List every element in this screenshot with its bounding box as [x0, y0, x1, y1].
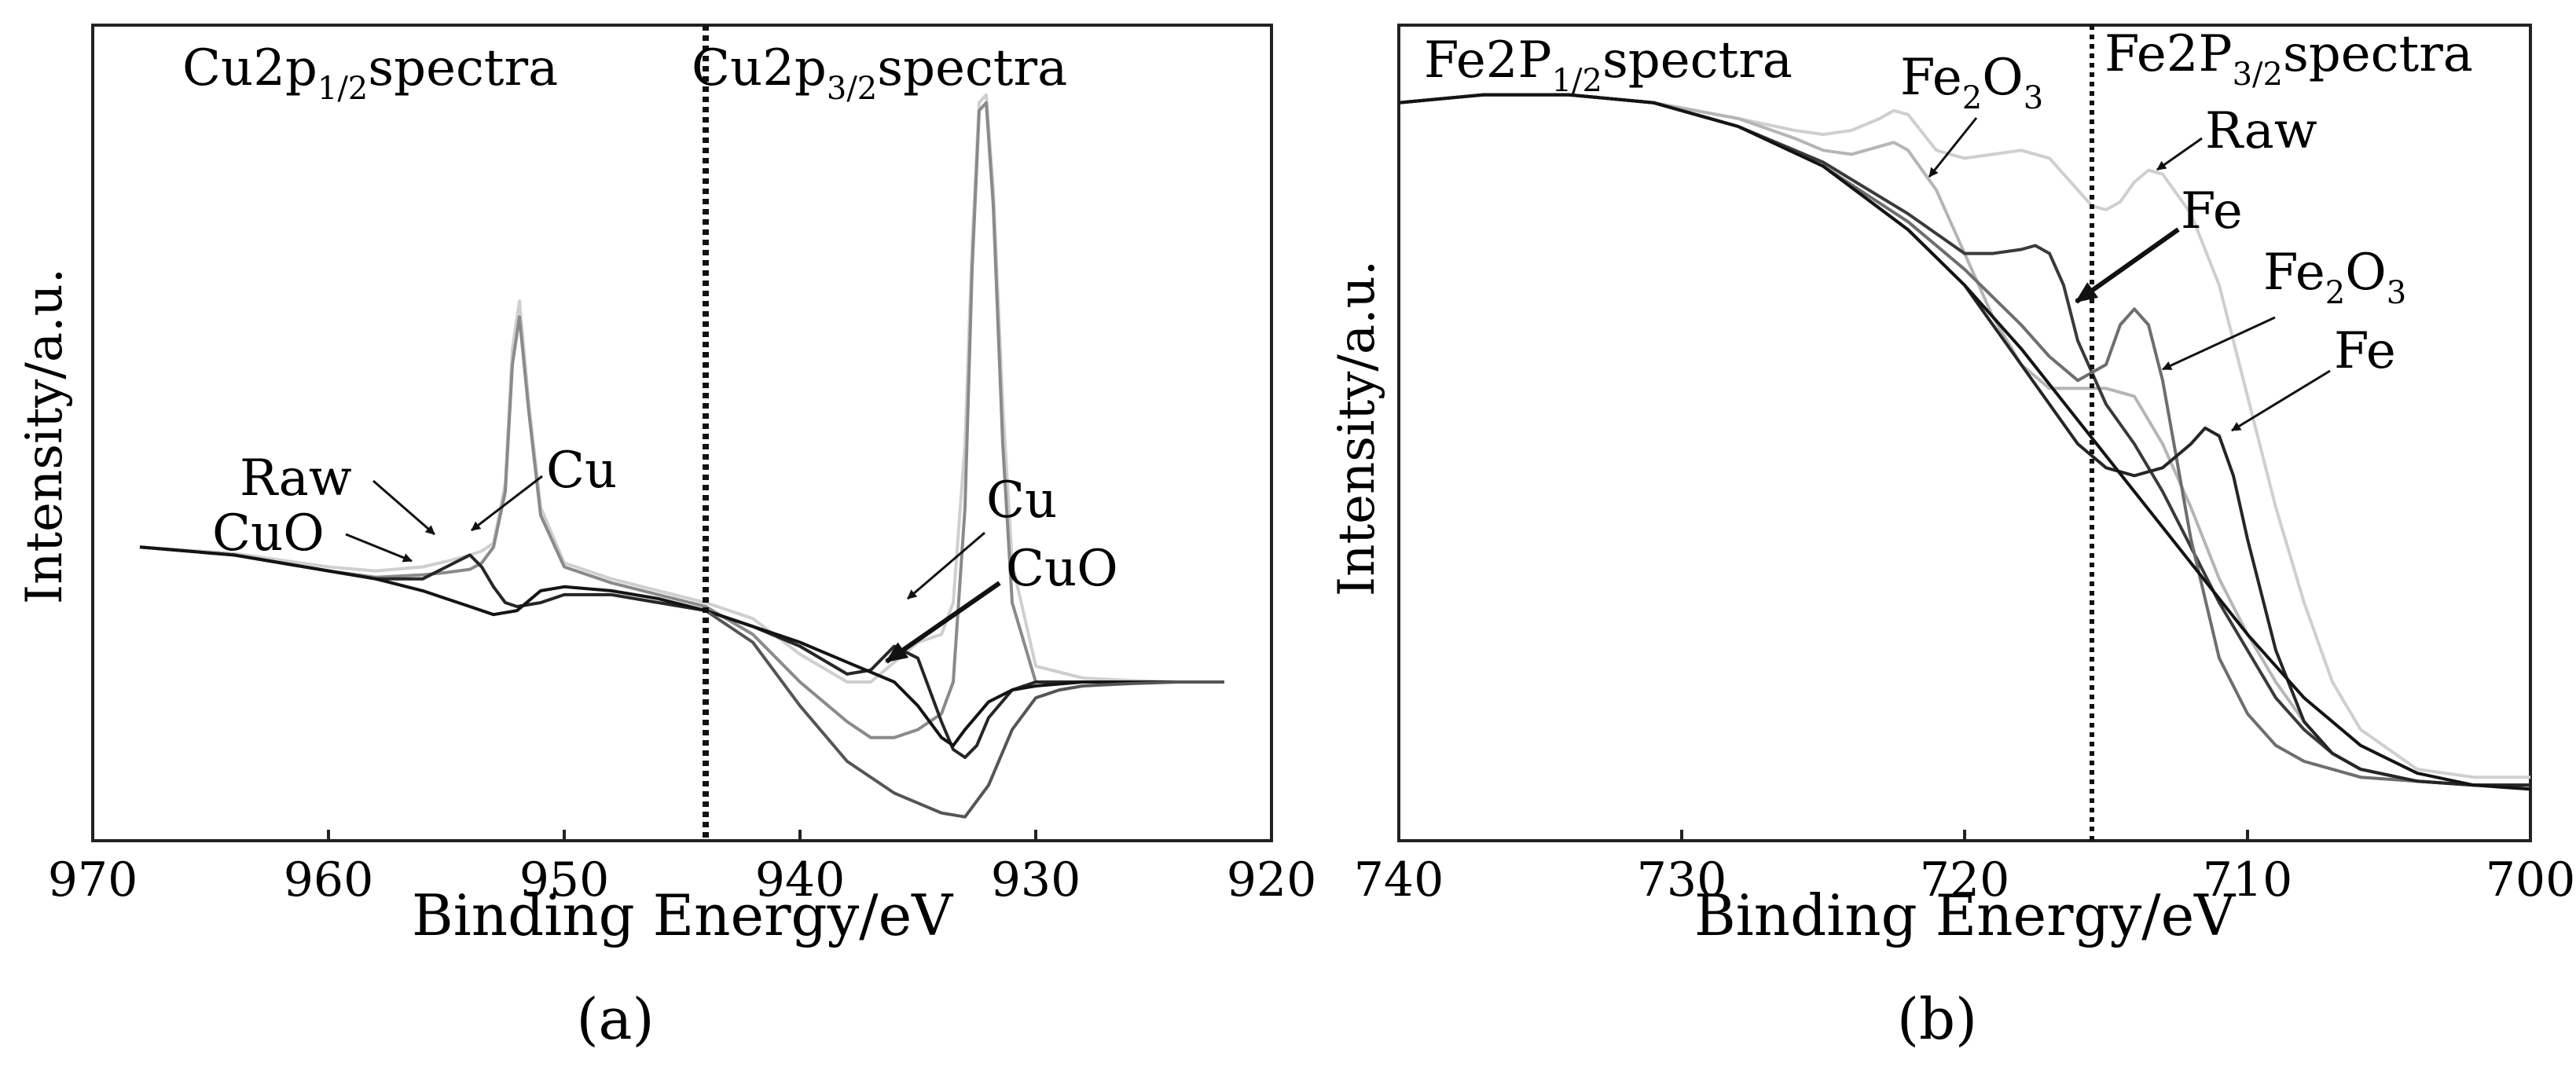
panel-a-label: (a): [576, 986, 654, 1052]
panel-a-y-label: Intensity/a.u.: [16, 268, 74, 604]
x-tick-label: 950: [519, 852, 610, 908]
panel-b-annot-fe2o3-top-c: O: [1982, 49, 2023, 107]
panel-b-arrow-fe-bottom: [2231, 369, 2331, 432]
series-line-background: [139, 545, 1224, 747]
panel-b-annot-fe2o3-right-a: Fe: [2263, 244, 2325, 302]
panel-a-region-right-rest: spectra: [877, 39, 1067, 97]
panel-b-region-right: Fe2P3/2spectra: [2104, 25, 2473, 93]
panel-b-annot-fe2o3-right-d: 3: [2387, 275, 2406, 311]
panel-b-arrow-raw: [2156, 137, 2203, 171]
panel-b-annot-fe2o3-right: Fe2O3: [2263, 244, 2406, 311]
series-line-raw: [1398, 93, 2530, 779]
panel-b-y-label: Intensity/a.u.: [1328, 260, 1386, 596]
panel-a-region-left-sub: 1/2: [317, 71, 368, 107]
panel-b-region-right-sub: 3/2: [2233, 57, 2283, 93]
panel-a-arrow-cu-left: [471, 475, 543, 532]
panel-a-region-left: Cu2p1/2spectra: [182, 39, 558, 107]
x-tick-label: 960: [284, 852, 374, 908]
panel-a-region-right: Cu2p3/2spectra: [692, 39, 1067, 107]
panel-b-region-left: Fe2P1/2spectra: [1424, 31, 1793, 99]
panel-b-annot-fe2o3-top-b: 2: [1962, 80, 1982, 116]
x-tick-label: 970: [48, 852, 138, 908]
panel-a-ticks: 970 960 950 940 930 920: [48, 830, 1317, 908]
panel-a: 970 960 950 940 930 920 Cu2p1/2spectra Cu2p3/…: [16, 24, 1317, 1052]
panel-b-region-left-sub: 1/2: [1552, 63, 1602, 99]
panel-a-curves: [139, 93, 1224, 819]
series-line-envelope: [704, 609, 1224, 819]
panel-a-arrow-raw: [372, 479, 435, 536]
series-line-background: [1398, 93, 2531, 791]
series-line-fe-2p1-2: [1398, 93, 2530, 787]
panel-b-x-label: Binding Energy/eV: [1694, 882, 2237, 948]
panel-a-region-right-sub: 3/2: [827, 71, 877, 107]
panel-a-annot-cuo-left: CuO: [212, 504, 325, 563]
panel-a-region-left-main: Cu2p: [182, 39, 317, 97]
panel-a-arrow-cu-right: [907, 531, 985, 600]
panel-a-x-label: Binding Energy/eV: [412, 882, 954, 948]
panel-b-arrow-fe2o3-right: [2162, 316, 2276, 371]
x-tick-label: 920: [1227, 852, 1317, 908]
panel-a-annot-cu-left: Cu: [546, 442, 617, 500]
x-tick-label: 940: [755, 852, 846, 908]
panel-b-curves: [1398, 93, 2531, 791]
x-tick-label: 700: [2486, 852, 2576, 908]
series-line-cu: [139, 101, 1224, 739]
panel-a-annot-raw: Raw: [240, 449, 352, 508]
panel-b-ticks: 740 730 720 710 700: [1354, 830, 2576, 908]
x-tick-label: 740: [1354, 852, 1444, 908]
panel-b-annot-fe2o3-top-a: Fe: [1900, 49, 1962, 107]
x-tick-label: 720: [1920, 852, 2010, 908]
x-tick-label: 710: [2203, 852, 2293, 908]
panel-b-region-right-rest: spectra: [2283, 25, 2473, 83]
panel-a-arrow-cuo-right: [885, 581, 1001, 664]
panel-b: 740 730 720 710 700 Fe2P1/2spectra Fe2P3/2sp…: [1328, 24, 2576, 1052]
panel-a-arrow-cuo-left: [345, 533, 413, 563]
panel-b-label: (b): [1897, 986, 1977, 1052]
panel-a-frame: [91, 24, 1273, 842]
x-tick-label: 730: [1637, 852, 1727, 908]
panel-b-annot-raw: Raw: [2205, 102, 2317, 160]
x-tick-label: 930: [991, 852, 1081, 908]
panel-b-annot-fe2o3-top: Fe2O3: [1900, 49, 2043, 116]
panel-b-annot-fe2o3-top-d: 3: [2024, 80, 2043, 116]
panel-b-region-right-main: Fe2P: [2104, 25, 2233, 83]
panel-b-arrow-fe2o3-top: [1928, 117, 1978, 178]
panel-a-region-left-rest: spectra: [368, 39, 558, 97]
panel-b-region-left-rest: spectra: [1602, 31, 1793, 90]
panel-b-region-left-main: Fe2P: [1424, 31, 1552, 90]
panel-b-annot-fe2o3-right-c: O: [2345, 244, 2386, 302]
panel-a-annot-cu-right: Cu: [986, 471, 1057, 530]
panel-a-annot-cuo-right: CuO: [1006, 540, 1118, 598]
panel-b-annot-fe2o3-right-b: 2: [2325, 275, 2345, 311]
panel-a-region-right-main: Cu2p: [692, 39, 827, 97]
panel-b-arrow-fe-mid: [2075, 227, 2180, 304]
panel-b-annot-fe-bottom: Fe: [2334, 322, 2396, 380]
panel-b-annot-fe-mid: Fe: [2181, 182, 2243, 240]
